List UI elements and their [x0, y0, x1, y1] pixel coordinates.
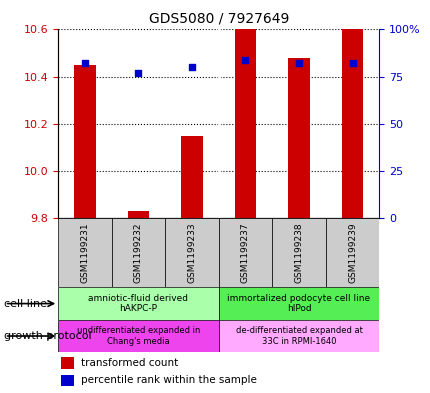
- Text: immortalized podocyte cell line
hIPod: immortalized podocyte cell line hIPod: [227, 294, 370, 313]
- Point: [81, 60, 88, 66]
- Point: [135, 70, 141, 76]
- Bar: [74, 65, 95, 218]
- Text: GSM1199232: GSM1199232: [134, 222, 143, 283]
- FancyBboxPatch shape: [58, 320, 218, 352]
- Point: [348, 60, 355, 66]
- Text: transformed count: transformed count: [80, 358, 178, 368]
- Title: GDS5080 / 7927649: GDS5080 / 7927649: [148, 11, 288, 26]
- Text: percentile rank within the sample: percentile rank within the sample: [80, 375, 256, 386]
- Bar: [127, 211, 149, 218]
- Text: GSM1199231: GSM1199231: [80, 222, 89, 283]
- Point: [188, 64, 195, 70]
- FancyBboxPatch shape: [325, 218, 378, 287]
- Text: undifferentiated expanded in
Chang's media: undifferentiated expanded in Chang's med…: [77, 326, 200, 346]
- FancyBboxPatch shape: [218, 320, 378, 352]
- Bar: [181, 136, 202, 218]
- FancyBboxPatch shape: [218, 287, 378, 320]
- FancyBboxPatch shape: [58, 287, 218, 320]
- Text: de-differentiated expanded at
33C in RPMI-1640: de-differentiated expanded at 33C in RPM…: [235, 326, 362, 346]
- Bar: [341, 29, 362, 218]
- Text: GSM1199238: GSM1199238: [294, 222, 303, 283]
- Text: amniotic-fluid derived
hAKPC-P: amniotic-fluid derived hAKPC-P: [88, 294, 188, 313]
- FancyBboxPatch shape: [272, 218, 325, 287]
- Point: [242, 57, 249, 63]
- Point: [295, 60, 302, 66]
- Text: cell line: cell line: [4, 299, 47, 309]
- Bar: [288, 58, 309, 218]
- Text: growth protocol: growth protocol: [4, 331, 92, 341]
- Bar: [61, 357, 74, 369]
- FancyBboxPatch shape: [218, 218, 272, 287]
- Bar: [234, 29, 255, 218]
- Text: GSM1199239: GSM1199239: [347, 222, 356, 283]
- FancyBboxPatch shape: [165, 218, 218, 287]
- Bar: [61, 375, 74, 386]
- FancyBboxPatch shape: [58, 218, 111, 287]
- Text: GSM1199237: GSM1199237: [240, 222, 249, 283]
- Text: GSM1199233: GSM1199233: [187, 222, 196, 283]
- FancyBboxPatch shape: [111, 218, 165, 287]
